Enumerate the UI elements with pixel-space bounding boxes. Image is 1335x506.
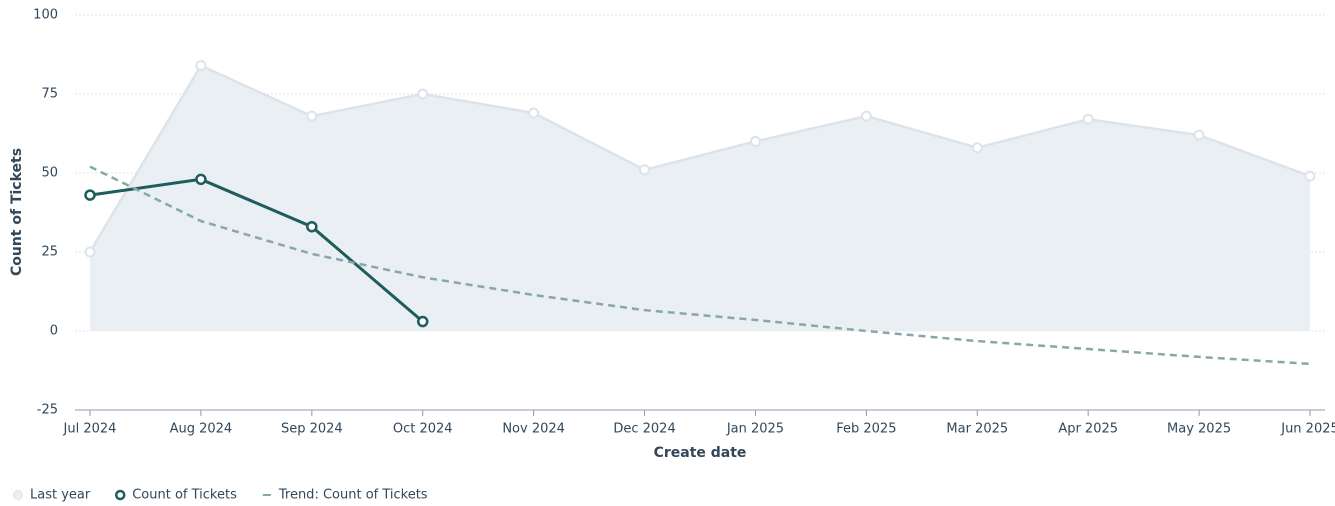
point bbox=[306, 110, 318, 122]
area-line bbox=[88, 63, 1311, 253]
x-tick-label: Jan 2025 bbox=[726, 422, 784, 437]
point bbox=[416, 315, 429, 328]
point bbox=[1082, 113, 1094, 125]
legend-label: Trend: Count of Tickets bbox=[278, 488, 428, 503]
line bbox=[89, 177, 424, 323]
point bbox=[528, 107, 540, 119]
point bbox=[971, 142, 983, 154]
point bbox=[639, 164, 651, 176]
legend-label: Count of Tickets bbox=[132, 488, 237, 503]
trend-line bbox=[89, 165, 1311, 366]
point bbox=[306, 220, 318, 233]
y-tick-label: 50 bbox=[41, 166, 58, 181]
y-tick-label: -25 bbox=[37, 403, 58, 418]
x-tick-label: Nov 2024 bbox=[502, 422, 565, 437]
point bbox=[84, 189, 96, 201]
y-tick-label: 75 bbox=[41, 87, 58, 102]
y-tick-label: 100 bbox=[33, 8, 58, 23]
point bbox=[84, 246, 96, 258]
x-tick-label: Sep 2024 bbox=[281, 422, 343, 437]
legend-icon bbox=[114, 489, 126, 501]
y-tick-label: 25 bbox=[41, 245, 58, 260]
x-tick-label: Jul 2024 bbox=[63, 422, 117, 437]
x-tick-label: Jun 2025 bbox=[1280, 422, 1335, 437]
x-tick-label: Oct 2024 bbox=[393, 422, 453, 437]
legend-label: Last year bbox=[30, 488, 91, 503]
legend-icon bbox=[13, 490, 23, 500]
y-axis-title: Count of Tickets bbox=[9, 148, 25, 276]
x-tick-label: Feb 2025 bbox=[836, 422, 896, 437]
x-axis-title: Create date bbox=[654, 445, 747, 461]
x-tick-label: Apr 2025 bbox=[1058, 422, 1118, 437]
y-tick-label: 0 bbox=[50, 324, 58, 339]
area bbox=[90, 65, 1310, 331]
point bbox=[417, 88, 429, 100]
point bbox=[860, 110, 872, 122]
point bbox=[1193, 129, 1205, 141]
x-tick-label: Dec 2024 bbox=[613, 422, 675, 437]
x-tick-label: May 2025 bbox=[1167, 422, 1231, 437]
x-tick-label: Aug 2024 bbox=[170, 422, 233, 437]
point bbox=[749, 135, 761, 147]
point bbox=[195, 173, 207, 186]
point bbox=[1304, 170, 1316, 182]
x-tick-label: Mar 2025 bbox=[946, 422, 1008, 437]
point bbox=[195, 60, 207, 72]
